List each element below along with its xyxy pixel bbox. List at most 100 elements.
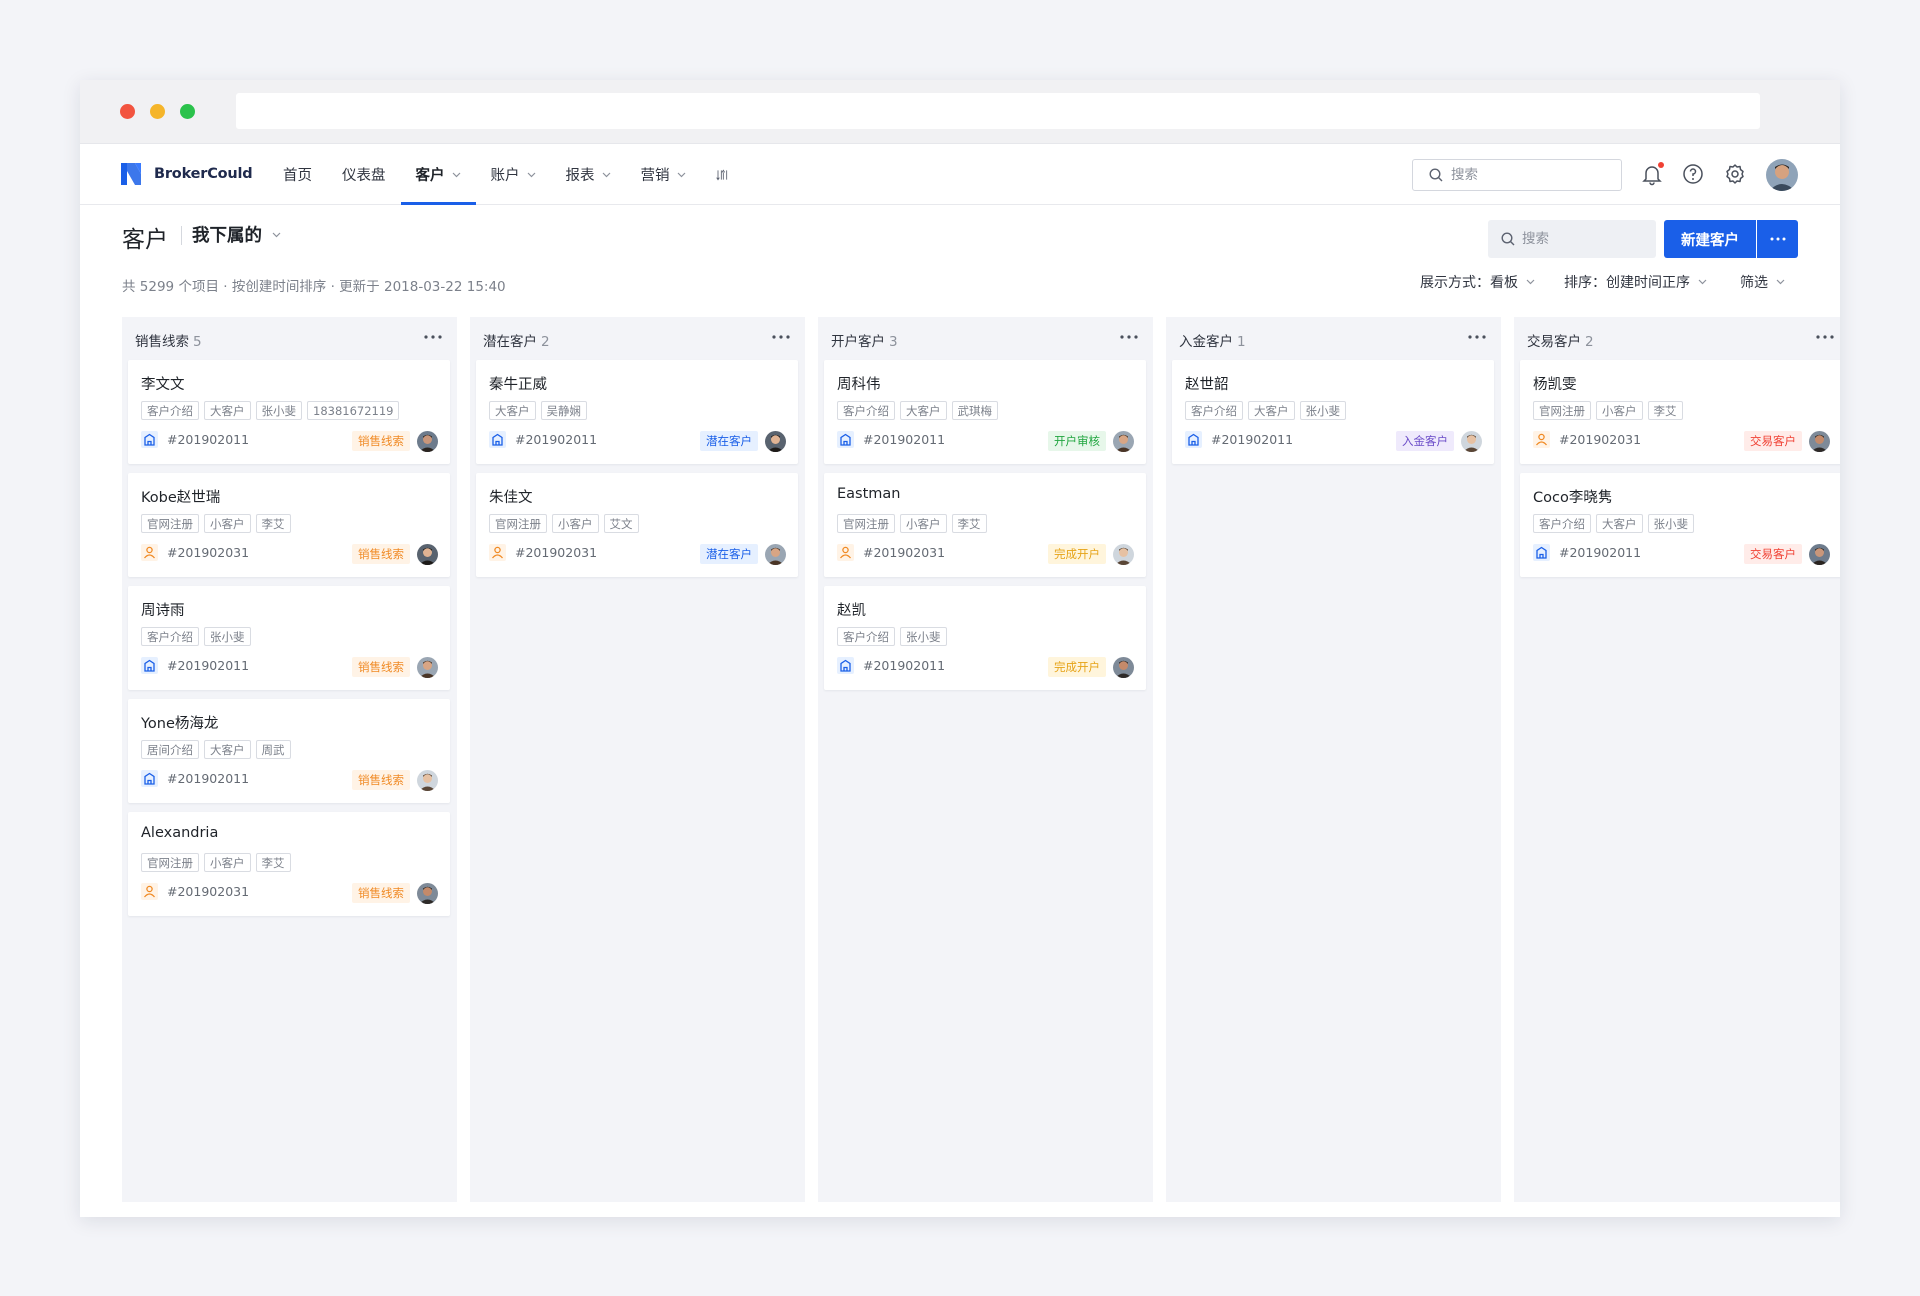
customer-tag: 客户介绍	[141, 627, 199, 646]
notifications-button[interactable]	[1640, 162, 1664, 186]
nav-customize-button[interactable]	[701, 144, 743, 205]
customer-card[interactable]: Eastman 官网注册 小客户 李艾 #201902031 完成开户	[824, 473, 1146, 577]
maximize-window-button[interactable]	[180, 104, 195, 119]
customer-tag: 张小斐	[1299, 401, 1346, 420]
filter-select[interactable]: 筛选	[1740, 272, 1785, 292]
owner-avatar[interactable]	[1113, 657, 1134, 678]
building-icon	[837, 431, 854, 448]
customer-tag: 客户介绍	[837, 401, 895, 420]
person-icon	[489, 544, 506, 561]
customer-tag: 官网注册	[837, 514, 895, 533]
column-more-button[interactable]	[1466, 329, 1488, 345]
user-avatar[interactable]	[1766, 159, 1798, 191]
address-bar[interactable]	[236, 93, 1760, 129]
owner-avatar[interactable]	[1809, 544, 1830, 565]
column-title: 销售线索 5	[135, 330, 202, 350]
nav-item-home[interactable]: 首页	[268, 144, 327, 205]
gear-icon	[1726, 164, 1744, 184]
minimize-window-button[interactable]	[150, 104, 165, 119]
customer-tags: 客户介绍 大客户 武琪梅	[837, 401, 1003, 420]
customer-tag: 李艾	[255, 514, 291, 533]
owner-avatar[interactable]	[417, 770, 438, 791]
display-mode-select[interactable]: 展示方式：看板	[1420, 272, 1535, 292]
settings-button[interactable]	[1723, 162, 1747, 186]
customer-tag: 客户介绍	[1185, 401, 1243, 420]
column-header: 销售线索 5	[122, 317, 457, 357]
customer-tag: 李艾	[951, 514, 987, 533]
customer-id-row: #201902011	[489, 431, 597, 448]
owner-avatar[interactable]	[1809, 431, 1830, 452]
customer-card[interactable]: Yone杨海龙 居间介绍 大客户 周武 #201902011 销售线索	[128, 699, 450, 803]
column-count: 2	[1585, 334, 1594, 350]
column-title: 开户客户 3	[831, 330, 898, 350]
customer-card[interactable]: 赵世韶 客户介绍 大客户 张小斐 #201902011 入金客户	[1172, 360, 1494, 464]
nav-item-reports[interactable]: 报表	[551, 144, 626, 205]
more-actions-button[interactable]	[1757, 220, 1798, 258]
customer-tags: 官网注册 小客户 李艾	[141, 514, 296, 533]
customer-card[interactable]: Coco李晓隽 客户介绍 大客户 张小斐 #201902011 交易客户	[1520, 473, 1840, 577]
customer-search[interactable]	[1488, 220, 1656, 258]
owner-avatar[interactable]	[417, 431, 438, 452]
customer-tag: 大客户	[900, 401, 947, 420]
kanban-column: 开户客户 3 周科伟 客户介绍 大客户 武琪梅 #201902011 开户审核 Eastman 官…	[818, 317, 1153, 1202]
customer-id: #201902031	[515, 545, 598, 560]
customer-id-row: #201902011	[1185, 431, 1293, 448]
customer-card[interactable]: 秦牛正威 大客户 吴静娴 #201902011 潜在客户	[476, 360, 798, 464]
filter-label: 筛选	[1740, 275, 1768, 291]
global-search-input[interactable]	[1451, 167, 1611, 183]
customer-id-row: #201902011	[1533, 544, 1641, 561]
new-customer-button[interactable]: 新建客户	[1664, 220, 1756, 258]
customer-name: 杨凯雯	[1533, 377, 1577, 393]
customer-tag: 张小斐	[204, 627, 251, 646]
owner-avatar[interactable]	[1113, 544, 1134, 565]
nav-item-accounts[interactable]: 账户	[476, 144, 551, 205]
customer-card[interactable]: 杨凯雯 官网注册 小客户 李艾 #201902031 交易客户	[1520, 360, 1840, 464]
nav-item-customers[interactable]: 客户	[400, 144, 476, 205]
column-more-button[interactable]	[1814, 329, 1836, 345]
customer-card[interactable]: 李文文 客户介绍 大客户 张小斐 18381672119 #201902011 销售线索	[128, 360, 450, 464]
customer-card[interactable]: 朱佳文 官网注册 小客户 艾文 #201902031 潜在客户	[476, 473, 798, 577]
chevron-down-icon	[677, 172, 685, 177]
customer-card[interactable]: 周诗雨 客户介绍 张小斐 #201902011 销售线索	[128, 586, 450, 690]
owner-avatar[interactable]	[765, 431, 786, 452]
column-more-button[interactable]	[1118, 329, 1140, 345]
customer-id: #201902011	[167, 658, 250, 673]
customer-card[interactable]: Kobe赵世瑞 官网注册 小客户 李艾 #201902031 销售线索	[128, 473, 450, 577]
customer-card[interactable]: 赵凯 客户介绍 张小斐 #201902011 完成开户	[824, 586, 1146, 690]
owner-avatar-image	[1113, 657, 1134, 678]
owner-avatar-image	[1809, 544, 1830, 565]
status-badge: 交易客户	[1744, 544, 1802, 564]
owner-avatar[interactable]	[765, 544, 786, 565]
owner-avatar[interactable]	[1113, 431, 1134, 452]
window-titlebar	[80, 80, 1840, 144]
column-more-button[interactable]	[422, 329, 444, 345]
owner-avatar[interactable]	[417, 883, 438, 904]
global-search[interactable]	[1412, 159, 1622, 191]
nav-label: 账户	[490, 168, 520, 184]
column-more-button[interactable]	[770, 329, 792, 345]
brand-name: BrokerCould	[154, 166, 253, 182]
customer-card[interactable]: 周科伟 客户介绍 大客户 武琪梅 #201902011 开户审核	[824, 360, 1146, 464]
nav-label: 仪表盘	[342, 168, 386, 184]
help-icon	[1683, 164, 1703, 184]
building-icon	[489, 431, 506, 448]
owner-avatar[interactable]	[1461, 431, 1482, 452]
view-filter-select[interactable]: 我下属的	[192, 222, 281, 247]
customer-card[interactable]: Alexandria 官网注册 小客户 李艾 #201902031 销售线索	[128, 812, 450, 916]
nav-item-marketing[interactable]: 营销	[626, 144, 701, 205]
customer-tags: 大客户 吴静娴	[489, 401, 592, 420]
help-button[interactable]	[1681, 162, 1705, 186]
close-window-button[interactable]	[120, 104, 135, 119]
column-header: 交易客户 2	[1514, 317, 1840, 357]
more-horizontal-icon	[1816, 335, 1834, 339]
customer-search-input[interactable]	[1522, 231, 1652, 247]
customer-id-row: #201902011	[837, 657, 945, 674]
customer-tags: 客户介绍 大客户 张小斐	[1185, 401, 1351, 420]
owner-avatar[interactable]	[417, 657, 438, 678]
nav-item-dashboard[interactable]: 仪表盘	[327, 144, 401, 205]
chevron-down-icon	[527, 172, 535, 177]
brand[interactable]: BrokerCould	[120, 162, 253, 186]
owner-avatar[interactable]	[417, 544, 438, 565]
owner-avatar-image	[417, 883, 438, 904]
sort-select[interactable]: 排序：创建时间正序	[1564, 272, 1707, 292]
